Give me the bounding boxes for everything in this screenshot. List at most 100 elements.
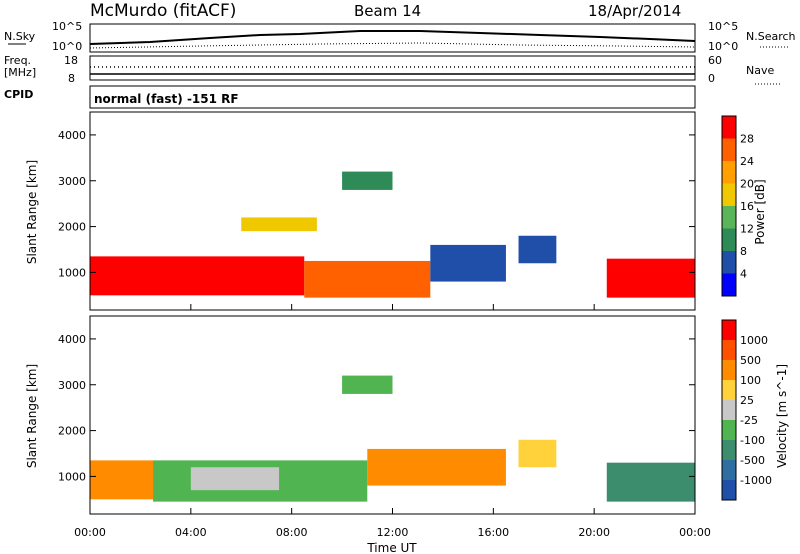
colorbar-cell	[722, 420, 736, 440]
power-data-layer	[90, 171, 695, 298]
cpid-label: CPID	[4, 88, 33, 101]
y-tick-label: 3000	[58, 379, 86, 392]
y-tick-label: 2000	[58, 425, 86, 438]
noise-right-tick-top: 10^5	[708, 20, 738, 33]
velocity-colorbar-label: Velocity [m s^-1]	[775, 364, 789, 468]
colorbar-tick-label: 20	[740, 178, 754, 191]
power-y-axis-label: Slant Range [km]	[25, 160, 39, 264]
colorbar-tick-label: 8	[740, 245, 747, 258]
date-title: 18/Apr/2014	[588, 2, 681, 20]
y-tick-label: 1000	[58, 266, 86, 279]
noise-sky-trace	[89, 30, 696, 45]
colorbar-cell	[722, 206, 736, 229]
colorbar-cell	[722, 228, 736, 251]
colorbar-cell	[722, 480, 736, 500]
data-region	[342, 375, 393, 394]
y-tick-label: 3000	[58, 175, 86, 188]
colorbar-cell	[722, 440, 736, 460]
data-region	[518, 439, 557, 468]
noise-left-tick-bottom: 10^0	[52, 40, 82, 53]
nave-tick-top: 60	[708, 54, 722, 67]
station-title: McMurdo (fitACF)	[90, 1, 236, 21]
power-panel: 1000 2000 3000 4000 Slant Range [km] 28 24 20…	[25, 111, 767, 311]
freq-tick-top: 18	[64, 54, 78, 67]
data-region	[90, 460, 154, 500]
data-region	[430, 244, 506, 282]
freq-label-2: [MHz]	[4, 66, 36, 79]
colorbar-frame	[721, 319, 737, 501]
velocity-y-axis: 1000 2000 3000 4000	[58, 333, 695, 483]
colorbar-tick-label: -100	[740, 434, 765, 447]
colorbar-cell	[722, 340, 736, 360]
freq-tick-bottom: 8	[68, 72, 75, 85]
colorbar-cell	[722, 251, 736, 274]
noise-left-tick-top: 10^5	[52, 20, 82, 33]
data-region	[606, 462, 695, 502]
beam-title: Beam 14	[354, 2, 421, 20]
velocity-panel: 1000 2000 3000 4000 Slant Range [km] 1000 50…	[25, 315, 789, 515]
noise-left-label: N.Sky	[4, 30, 36, 43]
power-colorbar-label: Power [dB]	[753, 179, 767, 244]
colorbar-tick-label: -1000	[740, 474, 772, 487]
freq-panel-frame	[89, 55, 696, 81]
colorbar-cell	[722, 273, 736, 296]
x-tick-label: 00:00	[679, 526, 711, 539]
x-tick-label: 08:00	[276, 526, 308, 539]
cpid-panel-frame	[89, 85, 696, 109]
data-region	[90, 256, 305, 296]
y-tick-label: 4000	[58, 129, 86, 142]
colorbar-tick-label: 12	[740, 223, 754, 236]
x-tick-label: 12:00	[377, 526, 409, 539]
data-region	[342, 171, 393, 190]
colorbar-tick-label: 1000	[740, 334, 768, 347]
noise-right-label: N.Search	[746, 30, 796, 43]
colorbar-cell	[722, 320, 736, 340]
colorbar-tick-label: 100	[740, 374, 761, 387]
power-y-axis: 1000 2000 3000 4000	[58, 129, 695, 279]
colorbar-tick-label: -500	[740, 454, 765, 467]
x-tick-label: 20:00	[578, 526, 610, 539]
data-region	[606, 258, 695, 298]
x-tick-label: 04:00	[175, 526, 207, 539]
velocity-colorbar: 1000 500 100 25 -25 -100 -500 -1000	[721, 319, 772, 501]
colorbar-tick-label: 28	[740, 133, 754, 146]
noise-right-tick-bottom: 10^0	[708, 40, 738, 53]
velocity-data-layer	[90, 375, 695, 502]
colorbar-cell	[722, 116, 736, 139]
x-axis-label: Time UT	[366, 541, 417, 554]
colorbar-cell	[722, 138, 736, 161]
nave-label: Nave	[746, 64, 774, 77]
data-region	[241, 217, 317, 232]
data-region	[367, 448, 506, 486]
colorbar-tick-label: 25	[740, 394, 754, 407]
colorbar-cell	[722, 400, 736, 420]
y-tick-label: 1000	[58, 470, 86, 483]
colorbar-cell	[722, 380, 736, 400]
velocity-y-axis-label: Slant Range [km]	[25, 364, 39, 468]
cpid-value: normal (fast) -151 RF	[94, 92, 239, 106]
colorbar-frame	[721, 115, 737, 297]
x-tick-label: 00:00	[74, 526, 106, 539]
x-tick-label: 16:00	[477, 526, 509, 539]
colorbar-cell	[722, 183, 736, 206]
data-region	[190, 467, 280, 491]
noise-search-trace	[89, 42, 696, 49]
colorbar-tick-label: 24	[740, 155, 754, 168]
colorbar-tick-label: 500	[740, 354, 761, 367]
time-x-axis: 00:00 04:00 08:00 12:00 16:00 20:00 00:00	[74, 304, 711, 539]
freq-label-1: Freq.	[4, 54, 31, 67]
colorbar-cell	[722, 460, 736, 480]
colorbar-tick-label: 4	[740, 268, 747, 281]
data-region	[518, 235, 557, 264]
power-colorbar: 28 24 20 16 12 8 4	[721, 115, 754, 297]
nave-tick-bottom: 0	[708, 72, 715, 85]
y-tick-label: 4000	[58, 333, 86, 346]
colorbar-cell	[722, 161, 736, 184]
colorbar-tick-label: 16	[740, 200, 754, 213]
data-region	[304, 260, 431, 298]
noise-panel-frame	[89, 23, 696, 53]
y-tick-label: 2000	[58, 221, 86, 234]
colorbar-cell	[722, 360, 736, 380]
colorbar-tick-label: -25	[740, 414, 758, 427]
